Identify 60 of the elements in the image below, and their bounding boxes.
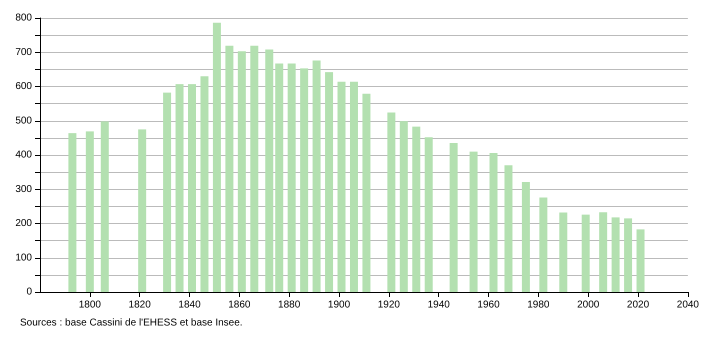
bar — [100, 121, 109, 292]
x-tick-label: 1860 — [228, 300, 251, 310]
bar — [68, 133, 76, 292]
bar — [559, 212, 568, 292]
bar — [412, 126, 420, 292]
bar — [225, 46, 234, 292]
x-tick-label: 1840 — [178, 300, 202, 310]
y-tick-label: 200 — [15, 218, 32, 229]
bar — [325, 72, 334, 292]
bar — [312, 60, 321, 292]
x-tick-label: 1800 — [78, 300, 102, 310]
x-tick-label: 1920 — [378, 300, 400, 310]
bar — [450, 143, 458, 292]
bar — [490, 152, 498, 292]
y-tick-label: 300 — [15, 184, 32, 195]
source-note: Sources : base Cassini de l'EHESS et base Insee. — [20, 318, 243, 328]
bar — [599, 212, 608, 292]
bar — [300, 68, 308, 292]
bar — [238, 51, 246, 292]
bar — [582, 214, 590, 292]
bar — [362, 94, 370, 292]
bar — [188, 84, 196, 292]
x-tick-label: 2020 — [626, 300, 650, 310]
bar — [612, 217, 620, 292]
bar — [138, 129, 146, 292]
y-tick-label: 800 — [15, 12, 32, 24]
bar — [338, 82, 346, 292]
x-tick-label: 2000 — [577, 300, 600, 310]
bar — [350, 82, 358, 292]
bar — [176, 84, 184, 292]
y-tick-label: 400 — [15, 150, 32, 160]
bar — [275, 64, 284, 292]
bar — [200, 76, 208, 292]
bar — [504, 165, 512, 292]
y-tick-label: 700 — [15, 46, 32, 58]
x-tick-label: 1940 — [428, 300, 450, 310]
x-tick-label: 1820 — [128, 300, 152, 310]
bar — [250, 46, 258, 292]
bar — [288, 64, 296, 292]
x-tick-label: 2040 — [676, 300, 700, 310]
x-tick-label: 1900 — [328, 300, 351, 310]
bar — [212, 22, 221, 292]
bar — [163, 92, 172, 292]
bar — [400, 121, 408, 292]
y-tick-label: 100 — [15, 252, 32, 264]
x-tick-label: 1880 — [278, 300, 301, 310]
bar — [387, 112, 396, 292]
bar — [424, 137, 433, 292]
y-tick-label: 600 — [15, 81, 32, 92]
bar — [522, 182, 530, 292]
bar — [265, 50, 274, 292]
bar — [624, 218, 632, 292]
y-tick-label: 0 — [26, 286, 32, 298]
x-tick-label: 1960 — [477, 300, 500, 310]
bar — [470, 152, 478, 292]
bar — [636, 229, 645, 292]
y-tick-label: 500 — [15, 115, 32, 126]
x-tick-label: 1980 — [527, 300, 550, 310]
bar — [539, 197, 548, 292]
bar — [86, 131, 94, 292]
